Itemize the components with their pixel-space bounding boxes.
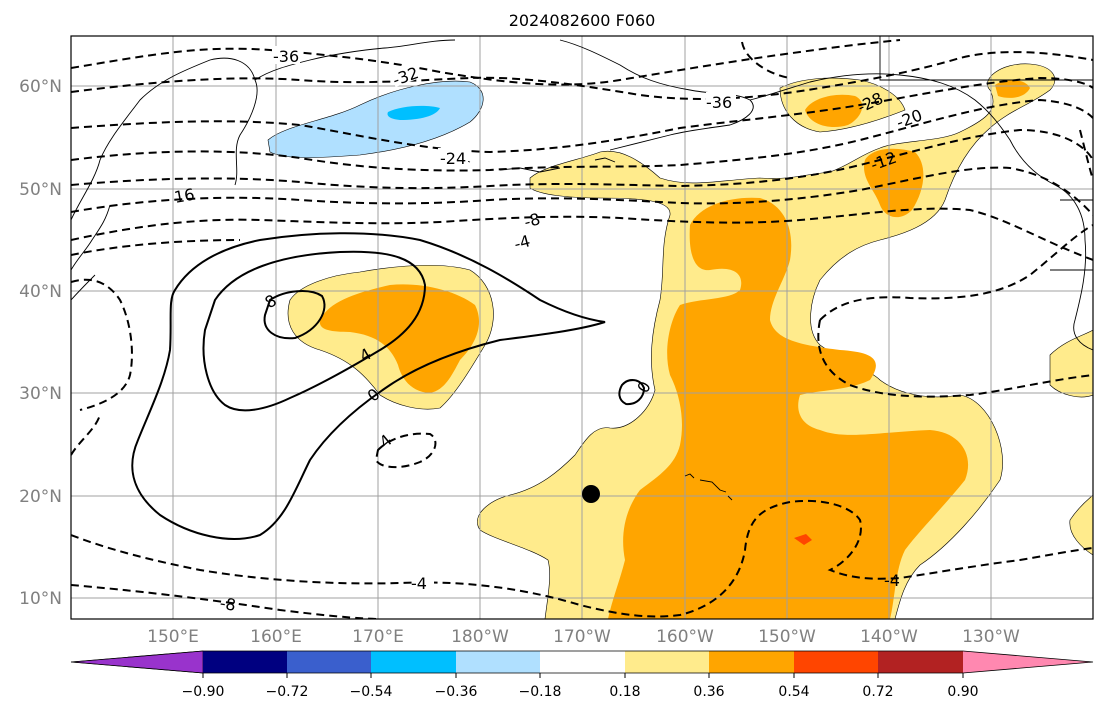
- colorbar-cell: [709, 651, 794, 673]
- colorbar-cell: [70, 650, 204, 674]
- plot-area: -36 -32 -24 16 -36 -28 -20 -12 -8 -4 8 4…: [71, 36, 1093, 619]
- colorbar-tick-label: 0.90: [947, 684, 978, 700]
- lon-label: 180°W: [451, 627, 509, 647]
- colorbar-tick-label: −0.36: [435, 684, 478, 700]
- lat-axis: 60°N 50°N 40°N 30°N 20°N 10°N: [19, 77, 62, 609]
- lon-label: 150°W: [758, 627, 816, 647]
- contour-label: -36: [273, 47, 299, 66]
- shade-orange-north: [805, 94, 863, 128]
- contour-label: -8: [522, 209, 542, 231]
- contours-solid: [131, 232, 646, 540]
- colorbar: −0.90 −0.72 −0.54 −0.36 −0.18 0.18 0.36 …: [70, 650, 1094, 700]
- colorbar-cell: [203, 651, 287, 673]
- location-marker: [582, 485, 600, 503]
- lat-label: 20°N: [19, 487, 62, 507]
- contours-dashed: [71, 39, 1093, 619]
- lat-label: 60°N: [19, 77, 62, 97]
- lon-label: 170°W: [553, 627, 611, 647]
- contour-label: -36: [706, 93, 732, 112]
- colorbar-tick-label: −0.18: [519, 684, 562, 700]
- shade-orange-central: [608, 197, 969, 619]
- colorbar-cell: [287, 651, 371, 673]
- plot-title: 2024082600 F060: [509, 11, 656, 30]
- colorbar-cell: [625, 651, 709, 673]
- shade-orange-far-ne: [995, 80, 1030, 98]
- lon-label: 160°W: [656, 627, 714, 647]
- coastlines: [71, 36, 1093, 501]
- shade-yellow-se: [1069, 494, 1093, 556]
- plot-frame: [70, 35, 1094, 620]
- lat-label: 30°N: [19, 384, 62, 404]
- contour-label: -4: [411, 574, 427, 593]
- colorbar-cell: [878, 651, 963, 673]
- lat-label: 10°N: [19, 589, 62, 609]
- contour-label: -4: [884, 571, 900, 590]
- colorbar-tick-label: −0.54: [350, 684, 393, 700]
- colorbar-tick-label: −0.72: [266, 684, 309, 700]
- lon-label: 150°E: [147, 627, 199, 647]
- colorbar-cell: [540, 651, 625, 673]
- colorbar-cell: [371, 651, 456, 673]
- lat-label: 50°N: [19, 180, 62, 200]
- lon-label: 140°W: [860, 627, 918, 647]
- colorbar-tick-label: 0.18: [609, 684, 640, 700]
- lon-label: 170°E: [352, 627, 404, 647]
- contour-label: -4: [512, 231, 532, 253]
- contour-label: -8: [218, 593, 237, 614]
- shade-negative-light: [267, 80, 484, 158]
- colorbar-cell: [794, 651, 878, 673]
- lat-label: 40°N: [19, 282, 62, 302]
- shade-negative-mid: [387, 105, 440, 120]
- contour-label: 16: [173, 185, 196, 207]
- shade-orange-west: [319, 284, 480, 393]
- colorbar-cell: [963, 651, 1093, 673]
- shade-red-spot: [794, 534, 812, 545]
- contour-label: -24: [440, 149, 466, 168]
- lon-label: 160°E: [250, 627, 302, 647]
- lon-label: 130°W: [962, 627, 1020, 647]
- colorbar-tick-label: 0.72: [862, 684, 893, 700]
- lon-axis: 150°E 160°E 170°E 180°W 170°W 160°W 150°…: [147, 627, 1020, 647]
- colorbar-tick-label: 0.54: [778, 684, 809, 700]
- colorbar-cell: [456, 651, 540, 673]
- colorbar-tick-label: −0.90: [182, 684, 225, 700]
- colorbar-tick-label: 0.36: [693, 684, 724, 700]
